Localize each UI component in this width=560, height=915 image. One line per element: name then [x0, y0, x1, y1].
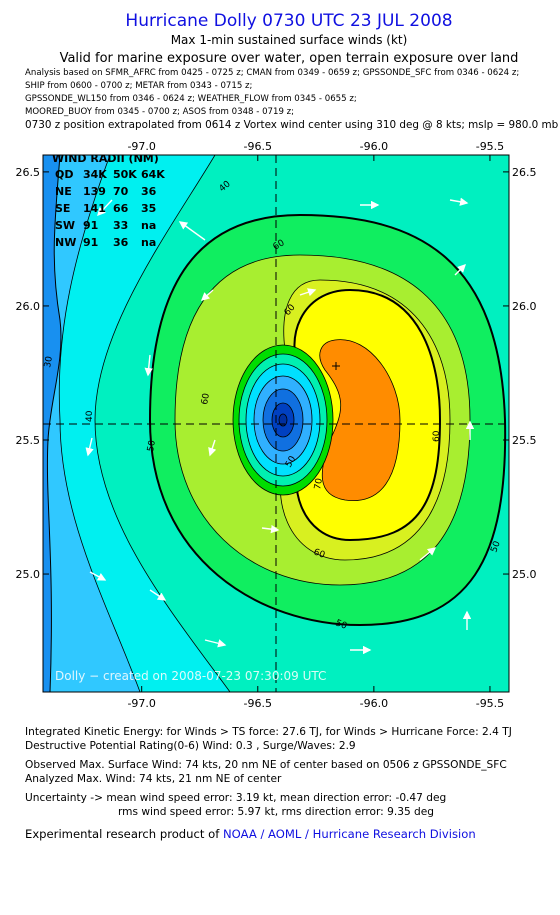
contour-label: 60 — [200, 392, 212, 405]
wind-radii-cell: na — [141, 219, 156, 232]
zone-30-40 — [43, 155, 231, 692]
wind-radii-cell: 35 — [141, 202, 156, 215]
x-tick-label: -96.0 — [360, 697, 388, 710]
max-wind-marker — [332, 362, 340, 370]
y-tick-label: 26.5 — [16, 166, 41, 179]
credit: Dolly − created on 2008-07-23 07:30:09 U… — [55, 669, 326, 683]
wind-radii-cell: 36 — [141, 185, 157, 198]
wind-radii-cell: SE — [55, 202, 70, 215]
wind-radii-header: 34K — [83, 168, 107, 181]
analysis-line: MOORED_BUOY from 0345 - 0700 z; ASOS fro… — [25, 107, 294, 117]
wind-radii-cell: NW — [55, 236, 76, 249]
product-org[interactable]: NOAA / AOML / Hurricane Research Divisio… — [223, 827, 476, 841]
x-tick-label: -97.0 — [127, 697, 155, 710]
wind-radii-cell: 139 — [83, 185, 106, 198]
land — [43, 155, 62, 692]
contour-label: 40 — [85, 410, 95, 422]
x-tick-label: -97.0 — [127, 140, 155, 153]
wind-radii-cell: 91 — [83, 236, 98, 249]
observed-max: Observed Max. Surface Wind: 74 kts, 20 n… — [25, 759, 507, 771]
wind-radii-cell: 141 — [83, 202, 106, 215]
position-note: 0730 z position extrapolated from 0614 z… — [25, 119, 559, 131]
contour-label: 50 — [334, 618, 348, 631]
y-tick-label: 25.5 — [512, 434, 537, 447]
product-line: Experimental research product of NOAA / … — [25, 827, 476, 841]
validity: Valid for marine exposure over water, op… — [60, 51, 519, 66]
wind-radii-cell: na — [141, 236, 156, 249]
wind-radii-cell: SW — [55, 219, 75, 232]
contour-label: 60 — [312, 547, 326, 560]
wind-radii-cell: NE — [55, 185, 72, 198]
title: Hurricane Dolly 0730 UTC 23 JUL 2008 — [125, 11, 452, 31]
wind-field: 40 30 40 50 60 60 60 50 60 70 60 50 50 W… — [43, 152, 509, 692]
wind-radii-header: QD — [55, 168, 73, 181]
y-tick-label: 25.5 — [16, 434, 41, 447]
wind-radii-cell: 66 — [113, 202, 129, 215]
uncertainty: rms wind speed error: 5.97 kt, rms direc… — [118, 806, 434, 818]
eye-ring — [278, 413, 288, 427]
wind-radii-cell: 33 — [113, 219, 128, 232]
y-tick-label: 26.5 — [512, 166, 537, 179]
contour-label: 50 — [146, 439, 158, 452]
wind-radii-cell: 91 — [83, 219, 98, 232]
y-tick-label: 26.0 — [16, 300, 41, 313]
y-tick-label: 26.0 — [512, 300, 537, 313]
contour-label: 50 — [489, 540, 502, 554]
plot-frame — [42, 154, 510, 693]
x-tick-label: -95.5 — [476, 140, 504, 153]
zone-above-70 — [319, 339, 401, 502]
x-tick-label: -96.5 — [244, 697, 272, 710]
uncertainty: Uncertainty -> mean wind speed error: 3.… — [25, 792, 446, 804]
analysis-line: SHIP from 0600 - 0700 z; METAR from 0343… — [25, 81, 252, 91]
dpr: Destructive Potential Rating(0-6) Wind: … — [25, 740, 356, 752]
x-tick-label: -95.5 — [476, 697, 504, 710]
wind-radii-title: WIND RADII (NM) — [52, 152, 159, 165]
analysis-line: Analysis based on SFMR_AFRC from 0425 - … — [25, 68, 519, 78]
wind-arrows — [85, 197, 475, 655]
contour-label: 60 — [432, 430, 442, 442]
wind-radii-header: 64K — [141, 168, 165, 181]
analyzed-max: Analyzed Max. Wind: 74 kts, 21 nm NE of … — [25, 773, 282, 785]
axes: -97.0 -97.0 -96.5 -96.5 -96.0 -96.0 -95.5 -95.5… — [16, 140, 537, 710]
contour-label: 70 — [313, 477, 325, 490]
subtitle: Max 1-min sustained surface winds (kt) — [171, 33, 408, 47]
contour-label: 30 — [43, 355, 55, 368]
wind-radii-header: 50K — [113, 168, 137, 181]
zone-below-30 — [43, 155, 141, 692]
x-tick-label: -96.5 — [244, 140, 272, 153]
product-prefix: Experimental research product of — [25, 827, 220, 841]
analysis-line: GPSSONDE_WL150 from 0346 - 0624 z; WEATH… — [25, 94, 357, 104]
y-tick-label: 25.0 — [16, 568, 41, 581]
wind-radii-cell: 70 — [113, 185, 129, 198]
wind-radii: WIND RADII (NM) QD 34K 50K 64K NE 139 70 36… — [52, 152, 165, 249]
y-tick-label: 25.0 — [512, 568, 537, 581]
wind-radii-cell: 36 — [113, 236, 129, 249]
ike: Integrated Kinetic Energy: for Winds > T… — [25, 726, 512, 738]
x-tick-label: -96.0 — [360, 140, 388, 153]
